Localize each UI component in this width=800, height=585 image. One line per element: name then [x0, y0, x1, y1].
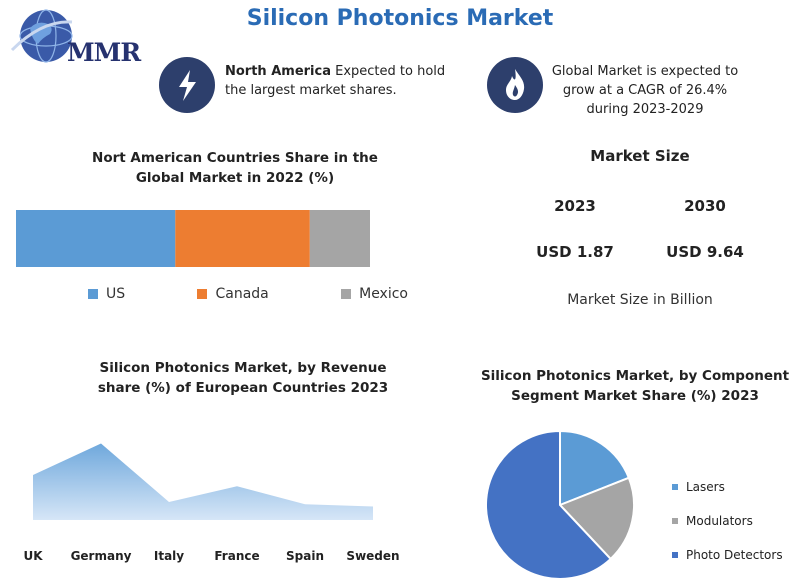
x-tick-spain: Spain [286, 549, 324, 563]
pie-legend-modulators: Modulators [672, 504, 797, 538]
logo [8, 6, 158, 68]
pie-slice-modulators [558, 476, 635, 561]
x-tick-uk: UK [23, 549, 43, 563]
globe-icon [10, 9, 73, 63]
legend-mexico-label: Mexico [359, 286, 408, 302]
legend-mexico-swatch [341, 289, 352, 299]
pie-slice-photo-detectors [485, 429, 613, 580]
pie-legend-lasers-label: Lasers [686, 480, 725, 494]
market-size-heading: Market Size [590, 147, 690, 165]
area-chart: UK Germany Italy France Spain Sweden [23, 443, 400, 563]
legend-canada-label: Canada [215, 286, 269, 302]
fire-icon-badge [487, 57, 543, 113]
x-tick-sweden: Sweden [346, 549, 399, 563]
legend-us-label: US [106, 286, 126, 302]
north-america-callout: North America Expected to hold the large… [225, 62, 470, 100]
bar-segment-mexico [309, 210, 370, 267]
callout-text: Expected to hold the largest market shar… [225, 64, 446, 98]
legend-mexico: Mexico [341, 286, 408, 302]
legend-canada: Canada [197, 286, 269, 302]
legend-us-swatch [88, 289, 98, 299]
area-chart-title: Silicon Photonics Market, by Revenue sha… [97, 360, 389, 396]
pie-legend-photo-detectors: Photo Detectors [672, 538, 797, 572]
pie-legend-photo-detectors-swatch [672, 552, 678, 558]
legend-canada-swatch [197, 289, 208, 299]
pie-legend-modulators-swatch [672, 518, 678, 524]
bar-segment-us [16, 210, 176, 267]
pie-legend-modulators-label: Modulators [686, 514, 753, 528]
lightning-icon-badge [159, 57, 215, 113]
market-year-2030: 2030 [684, 197, 726, 215]
pie-legend-lasers: Lasers [672, 470, 797, 504]
pie-slice-lasers [559, 429, 631, 507]
market-value-2023: USD 1.87 [536, 243, 614, 261]
market-year-2023: 2023 [554, 197, 596, 215]
stacked-bar-title: Nort American Countries Share in the Glo… [92, 150, 378, 186]
pie-chart [485, 429, 635, 580]
stacked-bar-chart [16, 210, 370, 267]
pie-legend-photo-detectors-label: Photo Detectors [686, 548, 783, 562]
pie-legend-lasers-swatch [672, 484, 678, 490]
x-tick-italy: Italy [154, 549, 184, 563]
page-title: Silicon Photonics Market [246, 6, 554, 31]
pie-legend: Lasers Modulators Photo Detectors [672, 470, 797, 572]
area-series [33, 443, 373, 520]
logo-text: MMR [67, 38, 141, 67]
bar-segment-canada [175, 210, 310, 267]
fire-icon [506, 69, 525, 100]
legend-us: US [88, 286, 125, 302]
market-value-2030: USD 9.64 [666, 243, 744, 261]
lightning-icon [179, 70, 196, 101]
x-tick-germany: Germany [71, 549, 132, 563]
callout-bold: North America [225, 64, 331, 79]
pie-chart-title: Silicon Photonics Market, by Component S… [480, 368, 790, 404]
stacked-bar-legend: US Canada Mexico [88, 286, 408, 302]
x-tick-france: France [214, 549, 259, 563]
market-size-note: Market Size in Billion [567, 292, 713, 308]
cagr-callout: Global Market is expected to grow at a C… [551, 64, 739, 117]
